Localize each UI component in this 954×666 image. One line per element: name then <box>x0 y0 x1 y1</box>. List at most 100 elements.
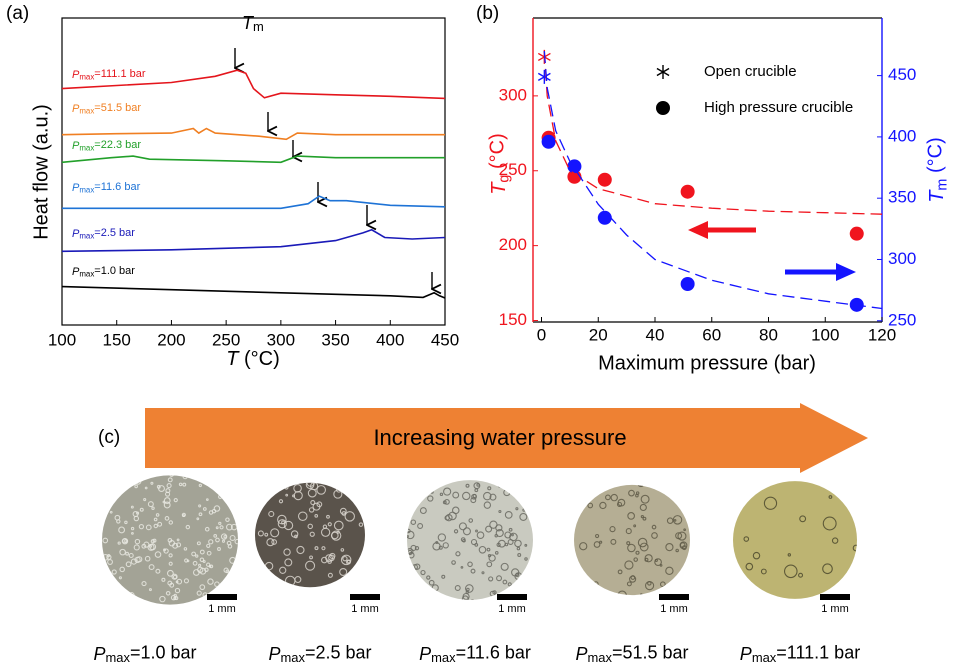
panel-label: (b) <box>476 3 499 24</box>
y-axis-label: Tg (°C) <box>487 133 513 195</box>
sample-caption: Pmax=11.6 bar <box>419 642 531 665</box>
x-tick-label: 250 <box>212 330 240 349</box>
point <box>598 173 612 187</box>
series-label-part: =2.5 bar <box>94 227 135 239</box>
sample-caption-part: max <box>587 650 612 665</box>
x-axis-label-part: (°C) <box>238 348 279 370</box>
y-axis-label-part: (°C) <box>487 133 509 174</box>
sample-caption-part: =2.5 bar <box>305 642 372 662</box>
x-tick-label: 80 <box>759 325 778 344</box>
sample-image <box>574 481 690 600</box>
bubble <box>471 600 474 603</box>
bubble <box>129 593 134 598</box>
annotation: Tm <box>242 13 264 35</box>
sample-caption-part: P <box>268 644 280 664</box>
sample-texture <box>574 481 690 600</box>
x-tick-label: 100 <box>48 330 76 349</box>
sample-caption: Pmax=111.1 bar <box>740 642 860 665</box>
arrow-head <box>836 263 856 281</box>
sample-image <box>407 477 533 603</box>
series-label-part: max <box>79 72 94 81</box>
x-axis-label: Maximum pressure (bar) <box>598 352 816 374</box>
sample-caption-part: P <box>740 644 752 664</box>
bubble <box>498 484 501 487</box>
scale-bar <box>207 594 237 600</box>
sample-image <box>255 479 365 590</box>
plot-frame <box>62 18 445 325</box>
figure: (a)100150200250300350400450T (°C)Heat fl… <box>0 0 954 666</box>
star-marker <box>657 65 669 79</box>
series-line <box>62 129 445 140</box>
sample-body <box>574 482 690 598</box>
x-tick-label: 40 <box>646 325 665 344</box>
sample-caption-part: max <box>280 650 305 665</box>
sample-caption: Pmax=51.5 bar <box>575 642 688 665</box>
scale-label: 1 mm <box>351 603 379 615</box>
sample-caption-part: =51.5 bar <box>612 642 689 662</box>
y2-tick-label: 300 <box>888 249 916 268</box>
bubble <box>285 486 288 489</box>
bubble <box>640 594 642 596</box>
scale-bar <box>497 594 527 600</box>
arrow-text: Increasing water pressure <box>373 425 626 450</box>
sample-image <box>733 478 859 602</box>
sample-texture <box>733 478 859 602</box>
annotation-part: m <box>253 19 264 34</box>
series-label-part: =1.0 bar <box>94 265 135 277</box>
x-tick-label: 300 <box>267 330 295 349</box>
sample-texture <box>407 477 533 603</box>
series-label-part: max <box>79 106 94 115</box>
y-axis-label: Heat flow (a.u.) <box>30 104 52 240</box>
x-tick-label: 0 <box>537 325 546 344</box>
sample-caption-part: =1.0 bar <box>130 642 197 662</box>
tm-arrows <box>235 48 432 289</box>
scale-label: 1 mm <box>208 603 236 615</box>
series-label-part: max <box>79 269 94 278</box>
x-tick-label: 60 <box>702 325 721 344</box>
series-line <box>62 287 445 298</box>
point <box>542 135 556 149</box>
scale-bar <box>820 594 850 600</box>
y-tick-label: 300 <box>499 85 527 104</box>
series-label: Pmax=11.6 bar <box>72 181 141 194</box>
series-label-part: max <box>79 143 94 152</box>
sample-caption-part: P <box>93 644 105 664</box>
series-line <box>62 156 445 162</box>
series-label: Pmax=111.1 bar <box>72 68 146 81</box>
sample-caption-part: max <box>105 650 130 665</box>
x-tick-label: 450 <box>431 330 459 349</box>
sample-texture <box>102 472 239 608</box>
point <box>681 277 695 291</box>
series-label-part: =11.6 bar <box>94 181 140 193</box>
y2-axis-label-part: m <box>934 179 950 191</box>
sample-caption-part: max <box>431 650 456 665</box>
star-marker <box>538 70 550 84</box>
scale-bar <box>659 594 689 600</box>
series-label-part: =111.1 bar <box>94 68 146 80</box>
sample-texture <box>255 479 365 590</box>
series-label: Pmax=1.0 bar <box>72 265 135 278</box>
sample-caption-part: =111.1 bar <box>776 642 860 662</box>
bubble <box>640 484 642 486</box>
x-tick-label: 150 <box>103 330 131 349</box>
y2-axis-label-part: (°C) <box>925 137 947 178</box>
panel-label: (a) <box>6 3 29 24</box>
series-label: Pmax=51.5 bar <box>72 102 141 115</box>
series-label-part: =51.5 bar <box>94 102 141 114</box>
series-label-part: max <box>79 185 94 194</box>
sample-caption-part: P <box>419 644 431 664</box>
x-tick-label: 100 <box>811 325 839 344</box>
bubble <box>431 491 433 493</box>
legend-label: High pressure crucible <box>704 99 853 116</box>
sample-image <box>102 472 239 608</box>
sample-caption-part: P <box>575 644 587 664</box>
x-tick-label: 350 <box>321 330 349 349</box>
sample-caption-part: max <box>752 650 777 665</box>
x-tick-label: 400 <box>376 330 404 349</box>
y-axis-label-part: g <box>496 175 512 183</box>
sample-caption: Pmax=1.0 bar <box>93 642 196 665</box>
scale-label: 1 mm <box>498 603 526 615</box>
series-label-part: max <box>79 231 94 240</box>
x-axis-label: T (°C) <box>226 348 280 370</box>
y2-tick-label: 350 <box>888 188 916 207</box>
